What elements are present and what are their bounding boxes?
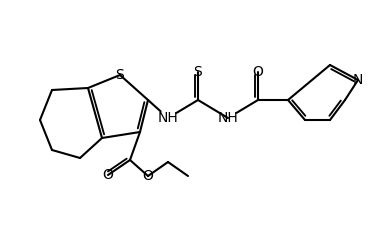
Text: O: O: [142, 169, 154, 183]
Text: NH: NH: [158, 111, 178, 125]
Text: NH: NH: [218, 111, 238, 125]
Text: S: S: [194, 65, 203, 79]
Text: N: N: [353, 73, 363, 87]
Text: O: O: [253, 65, 263, 79]
Text: S: S: [116, 68, 124, 82]
Text: O: O: [103, 168, 114, 182]
